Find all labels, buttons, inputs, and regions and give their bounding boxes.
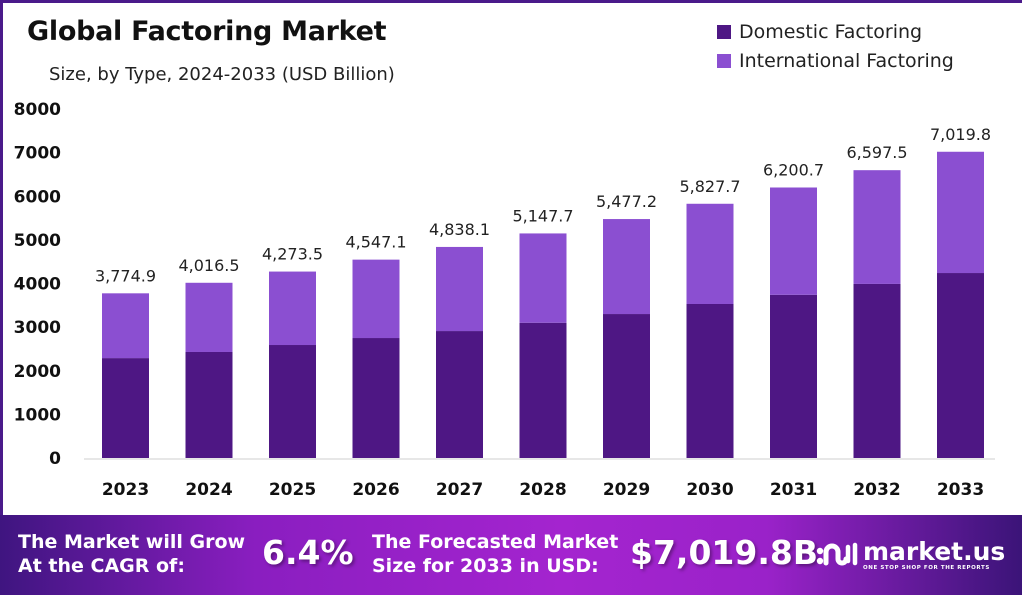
bar-domestic [519,322,567,458]
x-tick-label: 2027 [436,480,483,500]
logo-name: market.us [863,537,1006,566]
bar-domestic [269,345,316,458]
bar-domestic [686,304,734,458]
legend: Domestic Factoring International Factori… [717,17,954,75]
bar-domestic [436,331,483,458]
y-tick-label: 8000 [14,100,61,120]
bar-total-label: 3,774.9 [95,266,156,285]
legend-item-domestic: Domestic Factoring [717,17,954,46]
bar-international [352,259,400,339]
legend-label-domestic: Domestic Factoring [739,20,923,43]
forecast-text: The Forecasted Market Size for 2033 in U… [372,530,618,578]
x-tick-label: 2024 [185,480,232,500]
bar-domestic [603,314,650,458]
bar-domestic [937,273,984,458]
bar-total-label: 6,597.5 [846,143,907,162]
bar-total-label: 5,827.7 [679,177,740,196]
y-tick-label: 1000 [14,405,61,425]
bar-total-label: 4,016.5 [178,256,239,275]
x-tick-label: 2026 [352,480,399,500]
y-tick-label: 6000 [14,187,61,207]
x-tick-label: 2028 [519,480,566,500]
bar-international [686,203,734,305]
x-tick-label: 2029 [603,480,650,500]
chart-frame: Global Factoring Market Size, by Type, 2… [0,0,1022,515]
y-tick-label: 0 [49,449,61,469]
bar-international [436,246,483,332]
bar-international [853,170,901,284]
forecast-value: $7,019.8B [630,533,818,572]
bar-domestic [185,351,233,458]
cagr-text-line2: At the CAGR of: [18,555,185,577]
bar-total-label: 4,547.1 [345,233,406,252]
cagr-value: 6.4% [262,533,354,572]
bar-domestic [352,338,400,458]
y-tick-label: 5000 [14,231,61,251]
summary-banner: The Market will Grow At the CAGR of: 6.4… [0,515,1022,595]
bar-domestic [853,283,901,458]
x-tick-label: 2031 [770,480,817,500]
x-tick-label: 2033 [937,480,984,500]
legend-label-international: International Factoring [739,49,954,72]
stacked-bar-chart: 0 1000 2000 3000 4000 5000 6000 7000 8000 3,774.9… [14,100,995,500]
logo-tagline: ONE STOP SHOP FOR THE REPORTS [863,565,990,571]
bar-domestic [770,294,817,458]
forecast-text-line1: The Forecasted Market [372,531,619,553]
y-tick-label: 3000 [14,318,61,338]
bar-total-label: 4,273.5 [262,245,323,264]
x-tick-label: 2032 [853,480,900,500]
bar-international [102,293,149,359]
bar-international [519,233,567,323]
chart-title: Global Factoring Market [27,16,387,47]
bar-international [269,271,316,346]
cagr-text-line1: The Market will Grow [18,531,246,553]
bar-international [770,187,817,295]
y-tick-label: 4000 [14,275,61,295]
y-tick-label: 2000 [14,362,61,382]
bar-international [937,151,984,274]
market-us-logo: market.us ONE STOP SHOP FOR THE REPORTS [815,537,1005,573]
cagr-text: The Market will Grow At the CAGR of: [18,530,245,578]
x-tick-label: 2030 [686,480,733,500]
bar-total-label: 7,019.8 [930,125,991,144]
x-tick-label: 2023 [102,480,149,500]
legend-item-international: International Factoring [717,46,954,75]
x-tick-label: 2025 [269,480,316,500]
market-us-logo-icon [816,542,858,566]
bar-total-label: 4,838.1 [429,220,490,239]
chart-subtitle: Size, by Type, 2024-2033 (USD Billion) [49,64,395,85]
bar-total-label: 6,200.7 [763,160,824,179]
forecast-text-line2: Size for 2033 in USD: [372,555,599,577]
bar-total-label: 5,477.2 [596,192,657,211]
legend-swatch-international [717,53,731,68]
bar-total-label: 5,147.7 [512,206,573,225]
bar-domestic [102,358,149,458]
y-tick-label: 7000 [14,144,61,164]
bar-international [603,219,650,315]
legend-swatch-domestic [717,24,731,39]
bar-international [185,282,233,352]
